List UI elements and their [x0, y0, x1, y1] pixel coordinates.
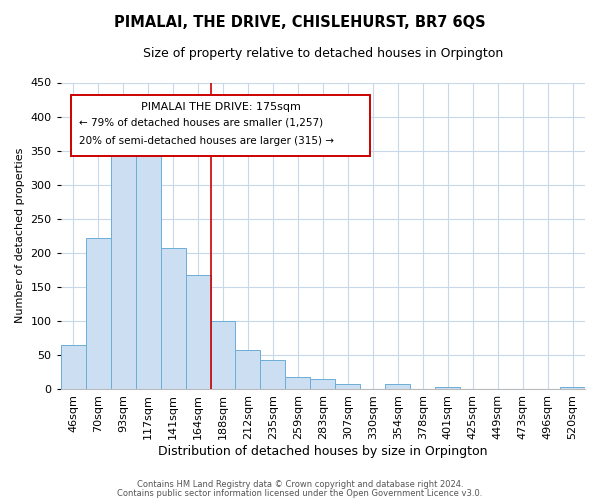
Bar: [185, 274, 211, 389]
Bar: [211, 321, 235, 389]
Text: 20% of semi-detached houses are larger (315) →: 20% of semi-detached houses are larger (…: [79, 136, 334, 146]
Bar: [86, 238, 110, 389]
Bar: [385, 384, 410, 389]
Bar: [335, 384, 361, 389]
Bar: [136, 156, 161, 389]
Bar: [110, 154, 136, 389]
Y-axis label: Number of detached properties: Number of detached properties: [15, 148, 25, 324]
Text: ← 79% of detached houses are smaller (1,257): ← 79% of detached houses are smaller (1,…: [79, 118, 323, 128]
Title: Size of property relative to detached houses in Orpington: Size of property relative to detached ho…: [143, 48, 503, 60]
Bar: [235, 350, 260, 389]
Bar: [61, 344, 86, 389]
Bar: [161, 248, 185, 389]
Bar: [310, 378, 335, 389]
Text: PIMALAI THE DRIVE: 175sqm: PIMALAI THE DRIVE: 175sqm: [140, 102, 301, 113]
FancyBboxPatch shape: [71, 95, 370, 156]
Bar: [560, 387, 585, 389]
Bar: [286, 378, 310, 389]
Text: Contains HM Land Registry data © Crown copyright and database right 2024.: Contains HM Land Registry data © Crown c…: [137, 480, 463, 489]
X-axis label: Distribution of detached houses by size in Orpington: Distribution of detached houses by size …: [158, 444, 488, 458]
Bar: [260, 360, 286, 389]
Text: PIMALAI, THE DRIVE, CHISLEHURST, BR7 6QS: PIMALAI, THE DRIVE, CHISLEHURST, BR7 6QS: [114, 15, 486, 30]
Text: Contains public sector information licensed under the Open Government Licence v3: Contains public sector information licen…: [118, 489, 482, 498]
Bar: [435, 387, 460, 389]
